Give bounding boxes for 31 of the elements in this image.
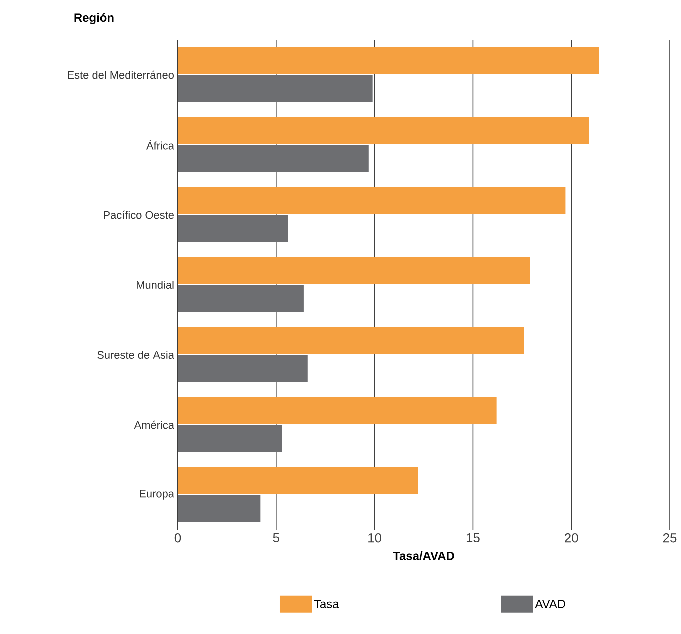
bar [178, 328, 524, 355]
x-tick-label: 15 [466, 534, 480, 543]
y-axis-title: Región [74, 13, 114, 24]
x-axis-title: Tasa/AVAD [393, 552, 454, 560]
y-tick-label: África [146, 140, 174, 150]
bar [178, 286, 304, 313]
y-tick-label: Pacífico Oeste [104, 210, 174, 220]
y-tick-label: Sureste de Asia [98, 350, 174, 360]
bar [178, 468, 418, 495]
x-tick-label: 25 [663, 534, 677, 543]
legend-label: AVAD [535, 600, 566, 608]
y-tick-label: Mundial [137, 280, 174, 290]
y-tick-label: América [134, 420, 174, 430]
x-tick-label: 20 [565, 534, 578, 543]
bar [178, 398, 497, 425]
bar [178, 356, 308, 383]
y-tick-label: Este del Mediterráneo [68, 70, 174, 80]
x-tick-label: 5 [273, 534, 280, 543]
bar [178, 426, 282, 453]
bar [178, 118, 590, 145]
bar [178, 188, 566, 215]
bar [178, 48, 600, 75]
bar [178, 146, 369, 173]
bar [178, 496, 261, 523]
x-tick-label: 10 [368, 534, 382, 543]
legend-label: Tasa [314, 600, 340, 608]
bar [178, 76, 373, 103]
bar [178, 216, 288, 243]
y-tick-label: Europa [140, 490, 174, 500]
bar [178, 258, 530, 285]
x-tick-label: 0 [174, 534, 182, 543]
